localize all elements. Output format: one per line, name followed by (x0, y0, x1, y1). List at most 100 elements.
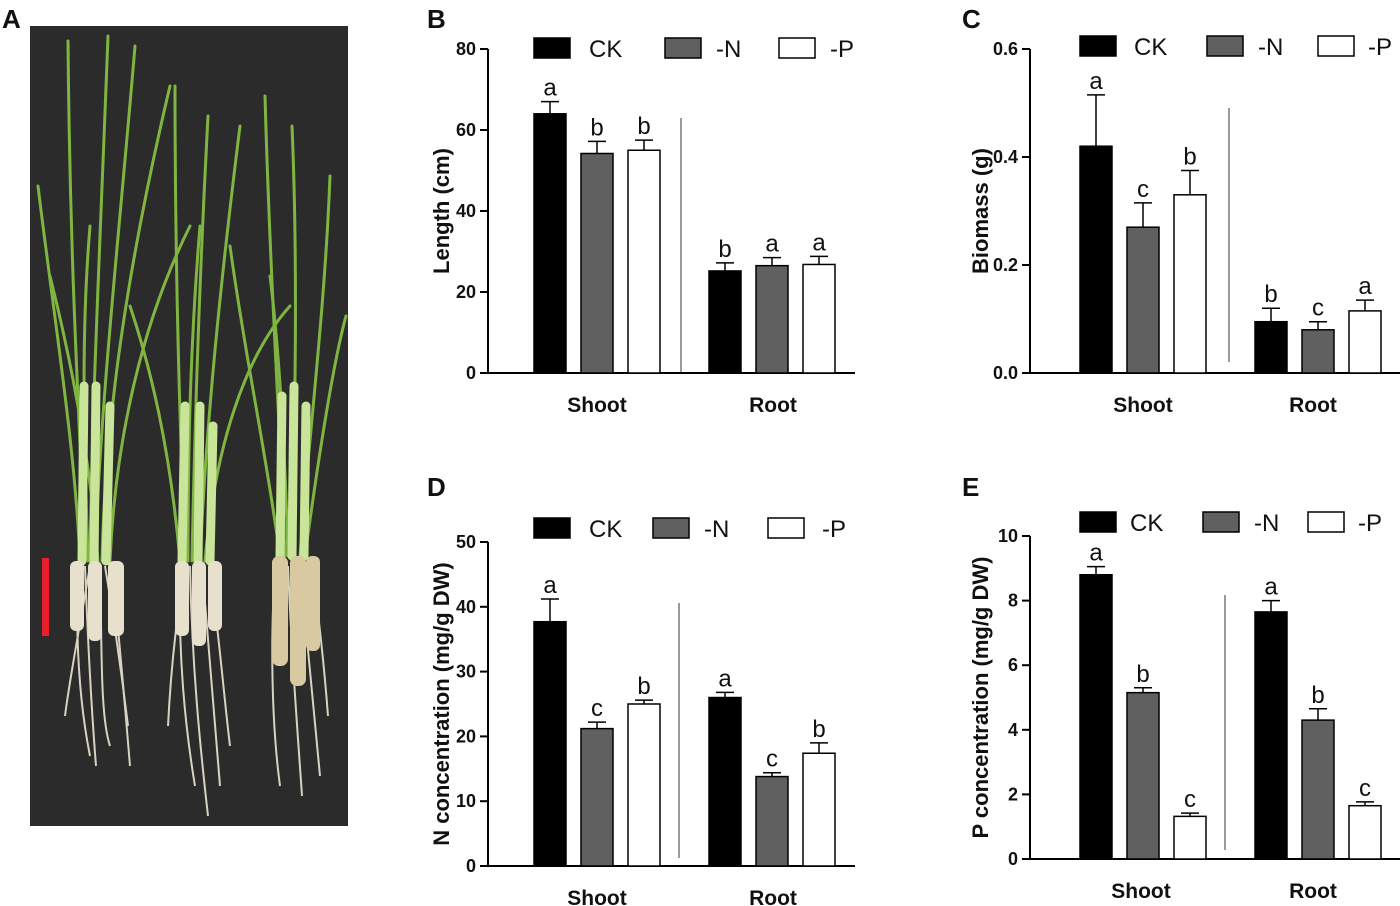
y-tick-label: 4 (1008, 720, 1018, 740)
x-category-label: Shoot (567, 394, 626, 417)
panel-label-a: A (2, 4, 21, 34)
plant-group-ck (36, 34, 192, 767)
legend-swatch (1307, 511, 1345, 533)
bar-n-root (1301, 329, 1335, 374)
legend-label: CK (589, 36, 622, 63)
y-tick-label: 0 (466, 363, 476, 383)
legend-swatch (1079, 511, 1117, 533)
y-tick-label: 0.0 (993, 363, 1018, 383)
y-axis-label: P concentration (mg/g DW) (968, 557, 993, 839)
bar-p-root (1348, 804, 1382, 860)
significance-letter: a (765, 231, 779, 258)
y-tick-label: 0.2 (993, 255, 1018, 275)
significance-letter: b (637, 113, 650, 140)
legend-label: CK (589, 516, 622, 543)
legend-swatch (1202, 511, 1240, 533)
bar-n-shoot (580, 152, 614, 374)
y-axis-label: Biomass (g) (968, 148, 993, 274)
legend-swatch (1317, 35, 1355, 57)
legend-label: -N (1254, 510, 1279, 537)
legend-swatch (767, 517, 805, 539)
legend-swatch (652, 517, 690, 539)
plant-group-n (128, 84, 292, 817)
rice-seedlings-photo (30, 26, 348, 826)
y-tick-label: 30 (456, 662, 476, 682)
y-tick-label: 40 (456, 201, 476, 221)
chart-panel-e: 0 2 4 6 8 10P concentration (mg/g DW) a a b b c c Sh… (968, 510, 1400, 903)
legend-swatch (1206, 35, 1244, 57)
bar-ck-shoot (1079, 574, 1113, 860)
significance-letter: a (543, 75, 557, 102)
y-axis-label: Length (cm) (429, 148, 454, 274)
bar-ck-root (1254, 320, 1288, 374)
chart-panel-c: 0.0 0.2 0.4 0.6 Biomass (g) a b c c b a Shoot Root CK… (968, 34, 1400, 417)
significance-letter: a (543, 572, 557, 599)
legend-swatch (664, 37, 702, 59)
bar-n-root (755, 775, 789, 867)
bar-p-shoot (1173, 194, 1207, 374)
legend-label: -N (716, 36, 741, 63)
panel-label-b: B (427, 4, 446, 34)
significance-letter: a (1358, 273, 1372, 300)
legend-swatch (1079, 35, 1117, 57)
bar-ck-shoot (533, 113, 567, 374)
plant-group-p (228, 94, 348, 797)
y-tick-label: 20 (456, 282, 476, 302)
bar-n-shoot (1126, 691, 1160, 860)
y-tick-label: 50 (456, 532, 476, 552)
bar-ck-root (708, 696, 742, 867)
x-category-label: Root (749, 394, 797, 417)
significance-letter: b (1183, 144, 1196, 171)
legend-label: CK (1130, 510, 1163, 537)
y-tick-label: 0.6 (993, 39, 1018, 59)
bar-p-shoot (627, 703, 661, 867)
y-tick-label: 60 (456, 120, 476, 140)
bar-ck-root (1254, 611, 1288, 860)
y-tick-label: 2 (1008, 784, 1018, 804)
significance-letter: b (1264, 281, 1277, 308)
chart-panel-d: 0 10 20 30 40 50N concentration (mg/g DW) a a c c… (429, 516, 855, 906)
significance-letter: b (1311, 682, 1324, 709)
y-tick-label: 8 (1008, 591, 1018, 611)
bar-ck-shoot (533, 620, 567, 867)
x-category-label: Root (1289, 880, 1337, 903)
bar-n-root (1301, 719, 1335, 860)
significance-letter: c (1137, 176, 1149, 203)
significance-letter: c (1184, 786, 1196, 813)
panel-label-d: D (427, 472, 446, 502)
y-tick-label: 80 (456, 39, 476, 59)
significance-letter: c (766, 746, 778, 773)
bar-ck-root (708, 270, 742, 374)
bar-n-shoot (1126, 226, 1160, 374)
legend-label: -P (830, 36, 854, 63)
legend-label: -P (1368, 34, 1392, 61)
legend-swatch (533, 37, 571, 59)
x-category-label: Root (749, 887, 797, 906)
y-tick-label: 40 (456, 597, 476, 617)
significance-letter: a (1264, 574, 1278, 601)
legend-swatch (778, 37, 816, 59)
significance-letter: b (718, 236, 731, 263)
scale-bar (42, 558, 49, 636)
significance-letter: a (812, 229, 826, 256)
legend-label: -P (1358, 510, 1382, 537)
x-category-label: Shoot (1113, 394, 1172, 417)
y-tick-label: 0 (466, 856, 476, 876)
bar-n-shoot (580, 727, 614, 867)
significance-letter: a (1089, 540, 1103, 567)
x-category-label: Root (1289, 394, 1337, 417)
x-category-label: Shoot (567, 887, 626, 906)
bar-ck-shoot (1079, 145, 1113, 374)
bar-p-root (802, 752, 836, 867)
significance-letter: b (590, 114, 603, 141)
bar-p-root (802, 263, 836, 374)
y-tick-label: 0.4 (993, 147, 1018, 167)
panel-label-e: E (962, 472, 980, 502)
significance-letter: c (1359, 775, 1371, 802)
legend-label: -N (1258, 34, 1283, 61)
significance-letter: a (718, 665, 732, 692)
y-tick-label: 10 (998, 526, 1018, 546)
significance-letter: b (812, 716, 825, 743)
y-axis-label: N concentration (mg/g DW) (429, 562, 454, 846)
